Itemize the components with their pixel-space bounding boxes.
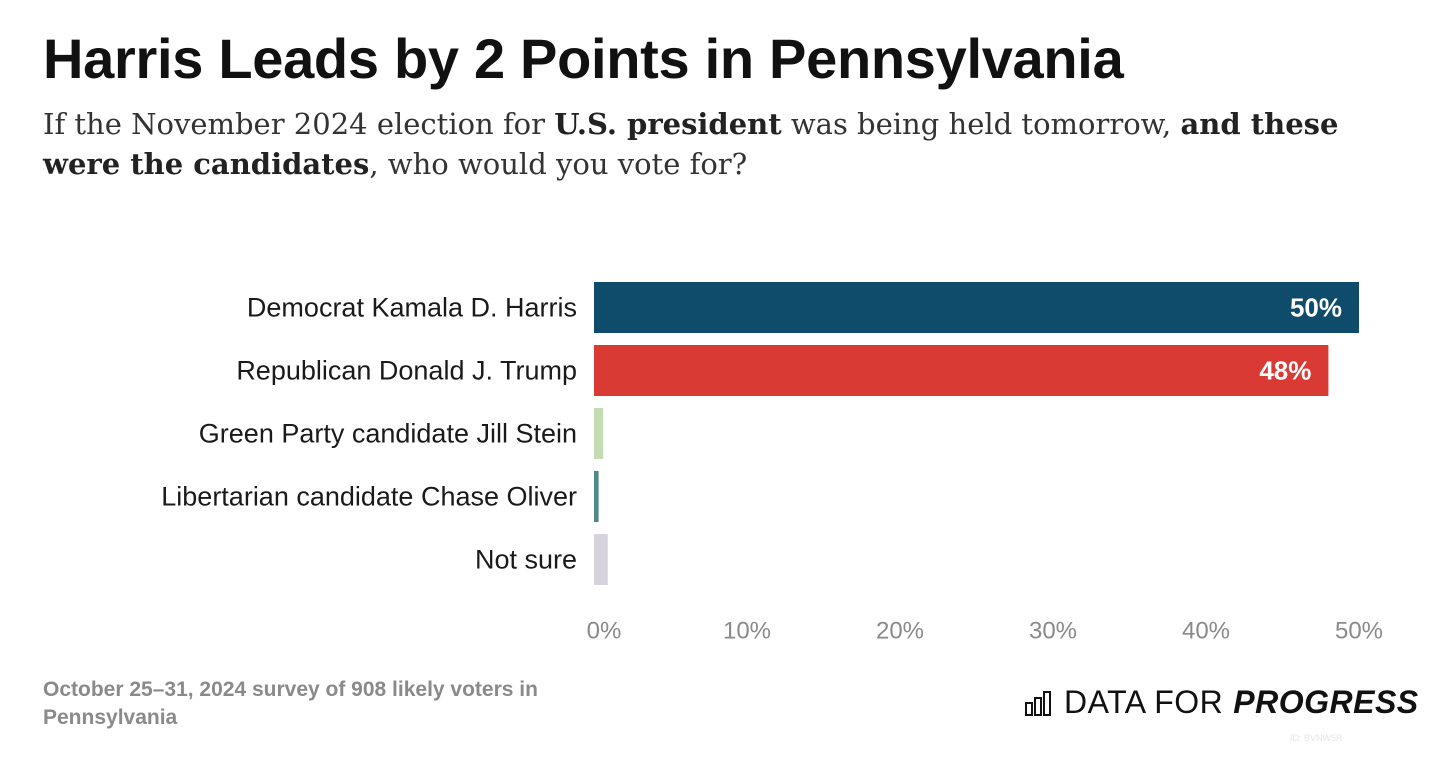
subtitle-text: , who would you vote for? [369, 147, 748, 181]
subtitle-emphasis: and these were the candidates [43, 107, 1339, 181]
bar-chart-logo-icon [1024, 689, 1052, 717]
category-label: Libertarian candidate Chase Oliver [161, 482, 577, 512]
x-tick-label: 30% [1029, 618, 1077, 645]
category-label: Democrat Kamala D. Harris [247, 293, 577, 323]
chart-title: Harris Leads by 2 Points in Pennsylvania [43, 27, 1124, 90]
bar [594, 408, 604, 459]
data-label: 50% [1290, 293, 1342, 323]
x-tick-label: 0% [587, 618, 622, 645]
x-tick-label: 40% [1182, 618, 1230, 645]
bar [594, 345, 1329, 396]
subtitle-text: was being held tomorrow, [781, 107, 1181, 141]
chart-id: ID: BVNW5R [1290, 733, 1343, 743]
bar [594, 471, 599, 522]
bar [594, 282, 1359, 333]
category-label: Republican Donald J. Trump [236, 356, 577, 386]
subtitle-emphasis: U.S. president [554, 107, 782, 141]
category-label: Not sure [475, 545, 577, 575]
x-tick-label: 50% [1335, 618, 1383, 645]
category-label: Green Party candidate Jill Stein [199, 419, 577, 449]
bar [594, 534, 608, 585]
data-label: 48% [1259, 356, 1311, 386]
survey-footnote: October 25–31, 2024 survey of 908 likely… [43, 678, 538, 729]
logo-text-regular: DATA FOR [1064, 684, 1224, 720]
subtitle-text: If the November 2024 election for [43, 107, 555, 141]
x-tick-label: 10% [723, 618, 771, 645]
logo-text-bold: PROGRESS [1233, 684, 1419, 720]
chart-subtitle: If the November 2024 election for U.S. p… [43, 104, 1343, 184]
data-for-progress-logo: DATA FOR PROGRESS [1024, 684, 1419, 721]
x-tick-label: 20% [876, 618, 924, 645]
